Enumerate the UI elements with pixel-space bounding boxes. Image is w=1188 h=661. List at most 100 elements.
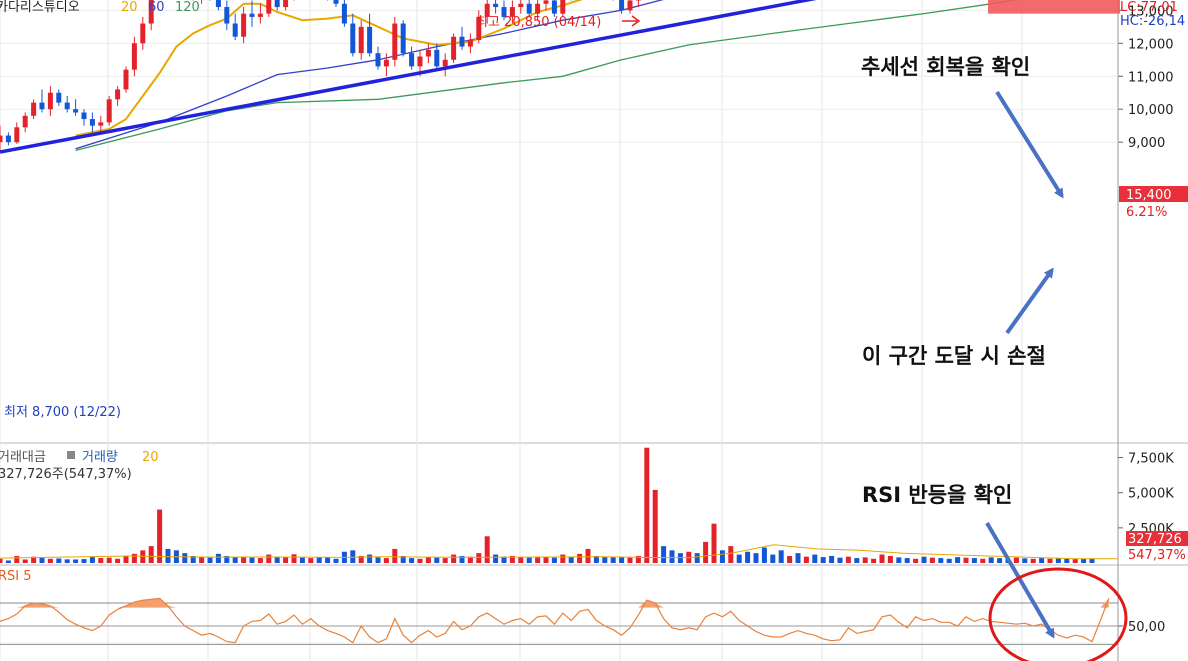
candle-body xyxy=(274,0,280,8)
volume-bar xyxy=(484,536,490,563)
volume-bar xyxy=(913,558,919,563)
hc-label: HC:-26,14 xyxy=(1120,14,1185,29)
volume-legend-amount: 거래대금 xyxy=(0,450,46,465)
candle-body xyxy=(367,26,373,54)
volume-bar xyxy=(854,558,860,563)
volume-bar xyxy=(425,557,431,563)
volume-bar xyxy=(963,557,969,563)
volume-bar xyxy=(593,555,599,563)
volume-bar xyxy=(467,556,473,563)
volume-bar xyxy=(929,557,935,563)
volume-bar xyxy=(887,555,893,563)
candle-body xyxy=(451,36,457,60)
volume-current-label: 327,726 xyxy=(1128,532,1182,547)
volume-bar xyxy=(115,558,121,563)
candle-body xyxy=(98,122,104,126)
volume-bar xyxy=(434,557,440,563)
candle-body xyxy=(14,127,20,143)
volume-bar xyxy=(39,557,45,563)
volume-bar xyxy=(946,558,952,563)
volume-bar xyxy=(938,558,944,563)
volume-bar xyxy=(661,546,667,563)
volume-value-text: 327,726주(547,37%) xyxy=(0,467,132,482)
high-marker-arrow xyxy=(622,15,641,27)
candles xyxy=(0,0,641,153)
volume-bar xyxy=(283,557,289,563)
volume-bar xyxy=(1047,558,1053,563)
price-tick-label: 9,000 xyxy=(1128,136,1165,151)
volume-bar xyxy=(703,541,709,563)
volume-bar xyxy=(123,555,129,563)
low-marker: 최저 8,700 (12/22) xyxy=(4,405,121,420)
rsi-line xyxy=(0,597,1123,645)
current-change-label: 6.21% xyxy=(1126,205,1167,220)
volume-bar xyxy=(131,553,137,563)
volume-bar xyxy=(333,558,339,563)
volume-legend-qty: 거래량 xyxy=(82,450,118,465)
volume-bar xyxy=(568,556,574,563)
volume-bar xyxy=(837,557,843,563)
volume-tick-label: 7,500K xyxy=(1128,452,1174,467)
candle-body xyxy=(5,135,11,143)
volume-bar xyxy=(400,555,406,563)
candle-body xyxy=(358,26,364,54)
volume-bar xyxy=(904,558,910,563)
volume-bar xyxy=(602,557,608,563)
volume-bar xyxy=(1022,558,1028,563)
ma60-legend: 60 xyxy=(148,0,165,15)
volume-bar xyxy=(232,557,238,563)
candle-body xyxy=(64,102,70,110)
volume-bar xyxy=(476,553,482,563)
volume-bar xyxy=(5,560,11,563)
volume-bar xyxy=(845,556,851,563)
ma120-legend: 120 xyxy=(175,0,200,15)
candle-body xyxy=(73,109,79,113)
volume-bar xyxy=(921,556,927,563)
candle-body xyxy=(224,7,230,24)
volume-bar xyxy=(652,489,658,563)
candle-body xyxy=(383,59,389,67)
price-tick-label: 13,000 xyxy=(1128,4,1174,19)
volume-bar xyxy=(543,557,549,563)
volume-bar xyxy=(241,556,247,563)
volume-bar xyxy=(761,547,767,563)
candle-body xyxy=(115,89,121,100)
candle-body xyxy=(56,92,62,103)
volume-bar xyxy=(1081,558,1087,563)
lc-label: LC:77,01 xyxy=(1120,0,1178,15)
volume-bar xyxy=(190,555,196,563)
volume-bar xyxy=(753,553,759,563)
volume-bar xyxy=(988,557,994,563)
volume-bar xyxy=(98,558,104,563)
volume-bar xyxy=(1030,558,1036,563)
volume-current-tag xyxy=(1126,531,1188,546)
volume-bar xyxy=(1064,558,1070,563)
candle-body xyxy=(619,0,625,11)
volume-bar xyxy=(787,555,793,563)
volume-bar xyxy=(820,557,826,563)
volume-bar xyxy=(778,550,784,563)
volume-bar xyxy=(22,559,28,563)
candle-body xyxy=(241,13,247,37)
volume-bar xyxy=(501,556,507,563)
volume-bar xyxy=(165,548,171,563)
volume-bar xyxy=(619,556,625,563)
stop-arrow xyxy=(1005,267,1054,335)
volume-bar xyxy=(409,558,415,563)
candle-body xyxy=(400,23,406,54)
volume-bar xyxy=(417,558,423,563)
rsi-arrow xyxy=(985,521,1055,639)
candle-body xyxy=(341,3,347,24)
current-price-tag xyxy=(1119,186,1188,202)
volume-bar xyxy=(1089,558,1095,563)
volume-bar xyxy=(249,557,255,563)
volume-bar xyxy=(451,554,457,563)
candle-body xyxy=(106,99,112,123)
volume-bar xyxy=(224,555,230,563)
candle-body xyxy=(81,112,87,120)
annotation-trend-recovery: 추세선 회복을 확인 xyxy=(861,55,1030,79)
volume-bar xyxy=(199,557,205,563)
volume-bar xyxy=(560,554,566,563)
